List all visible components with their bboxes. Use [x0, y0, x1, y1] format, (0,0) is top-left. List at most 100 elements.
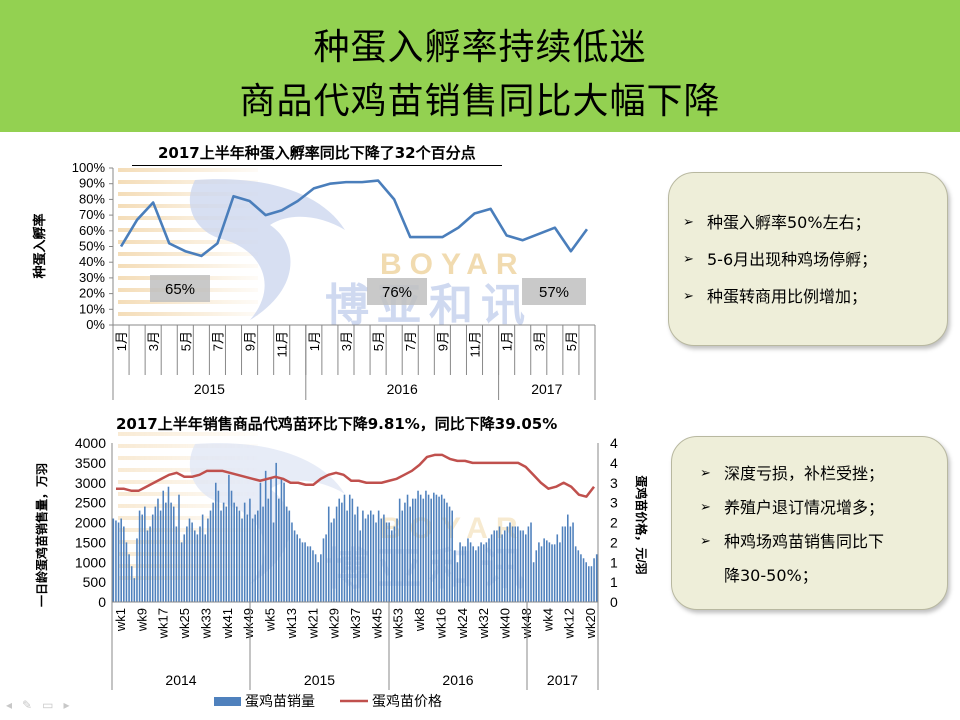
bar	[254, 514, 256, 602]
x-tick-label: wk12	[562, 608, 577, 639]
bar	[146, 530, 149, 602]
y-tick-label: 80%	[79, 191, 105, 206]
bar	[569, 526, 572, 602]
bar	[503, 530, 506, 602]
bar	[511, 526, 514, 602]
bar	[385, 522, 388, 602]
bar	[154, 506, 157, 602]
bar	[559, 542, 561, 602]
bar	[225, 506, 228, 602]
bar	[493, 530, 496, 602]
bar	[291, 522, 293, 602]
annotation-box	[150, 275, 210, 302]
bar	[299, 538, 301, 602]
pen-icon[interactable]: ✎	[22, 698, 43, 712]
bar	[490, 534, 493, 602]
x-tick-label: 11月	[275, 331, 290, 358]
bar	[446, 502, 448, 602]
bar	[159, 510, 162, 602]
y2-tick-label: 2	[610, 534, 618, 550]
y-tick-labels: 100%90%80%70%60%50%40%30%20%10%0%	[72, 160, 106, 332]
y-tick-labels: 4000 3500 3000 2500 2000 1500 1000 500 0	[75, 435, 106, 610]
bar	[199, 526, 201, 602]
bar	[212, 502, 214, 602]
bar	[214, 482, 217, 602]
x-tick-label: wk32	[476, 608, 491, 639]
slide-menu-icon[interactable]: ▭	[42, 698, 64, 712]
bar	[582, 558, 585, 602]
bar	[117, 522, 120, 602]
bar	[396, 518, 398, 602]
bar	[456, 562, 459, 602]
y-tick-label: 70%	[79, 207, 105, 222]
bar	[574, 546, 577, 602]
bar	[514, 526, 517, 602]
bar	[390, 530, 393, 602]
next-arrow-icon[interactable]: ▸	[63, 698, 80, 712]
y-tick-label: 60%	[79, 223, 105, 238]
bar	[451, 510, 453, 602]
chart-title-hatching-rate: 2017上半年种蛋入孵率同比下降了32个百分点	[132, 142, 502, 166]
bar	[233, 502, 235, 602]
bar	[288, 510, 291, 602]
x-tick-label: wk48	[519, 608, 534, 639]
prev-arrow-icon[interactable]: ◂	[6, 698, 23, 712]
bar	[580, 554, 582, 602]
slideshow-controls[interactable]: ◂✎▭▸	[6, 698, 79, 712]
bar	[459, 542, 461, 602]
bar	[364, 518, 367, 602]
bar	[356, 506, 359, 602]
annotations: 65% 76% 57%	[150, 275, 586, 305]
bar	[475, 550, 477, 602]
bar	[115, 520, 117, 602]
bar	[367, 514, 369, 602]
bar	[280, 478, 283, 602]
bar	[498, 526, 501, 602]
y-tick-label: 0	[98, 594, 106, 610]
arrow-bullet-icon: ➢	[700, 534, 711, 549]
bar	[530, 522, 532, 602]
watermark-brand: BOYAR	[380, 248, 526, 281]
bar	[538, 542, 540, 602]
x-tick-label: 5月	[564, 331, 579, 351]
bar	[590, 566, 593, 602]
x-tick-label: wk37	[348, 608, 363, 639]
bar	[588, 566, 590, 602]
hatching-rate-chart: 100%90%80%70%60%50%40%30%20%10%0% 1月 3月 5月…	[72, 160, 596, 400]
bar	[464, 546, 467, 602]
bar	[325, 534, 327, 602]
bar	[138, 510, 141, 602]
bar	[151, 514, 154, 602]
x-year-label: 2015	[304, 672, 335, 688]
bar	[112, 518, 115, 602]
arrow-bullet-icon: ➢	[700, 500, 711, 515]
bar	[406, 494, 409, 602]
bar	[120, 518, 122, 602]
bar	[317, 562, 320, 602]
note-item: ➢ 5-6月出现种鸡场停孵；	[677, 241, 947, 278]
x-tick-label: wk45	[369, 608, 384, 639]
bar	[412, 498, 414, 602]
arrow-bullet-icon: ➢	[683, 215, 694, 230]
bar	[207, 518, 209, 602]
note-item: ➢ 种蛋入孵率50%左右；	[677, 204, 947, 241]
notes-box-bottom: ➢ 深度亏损，补栏受挫； ➢ 养殖户退订情况增多； ➢ 种鸡场鸡苗销售同比下 降30-5…	[671, 436, 948, 610]
bar	[443, 498, 446, 602]
x-tick-label: wk1	[113, 608, 128, 632]
bar	[362, 510, 364, 602]
y-tick-label: 0%	[86, 317, 105, 332]
bar	[472, 546, 475, 602]
bar	[522, 530, 524, 602]
bar	[543, 538, 545, 602]
bar	[482, 544, 485, 602]
x-tick-label: wk13	[284, 608, 299, 639]
bar	[283, 482, 285, 602]
watermark-cn: 博亚和讯	[325, 281, 533, 330]
bar	[341, 502, 343, 602]
arrow-bullet-icon: ➢	[683, 289, 694, 304]
x-axis: wk1 wk9 wk17 wk25 wk33 wk41 wk49 wk5 wk13 wk21 wk2…	[111, 443, 599, 690]
x-tick-label: wk9	[134, 608, 149, 632]
bar	[501, 534, 503, 602]
bar	[375, 522, 377, 602]
